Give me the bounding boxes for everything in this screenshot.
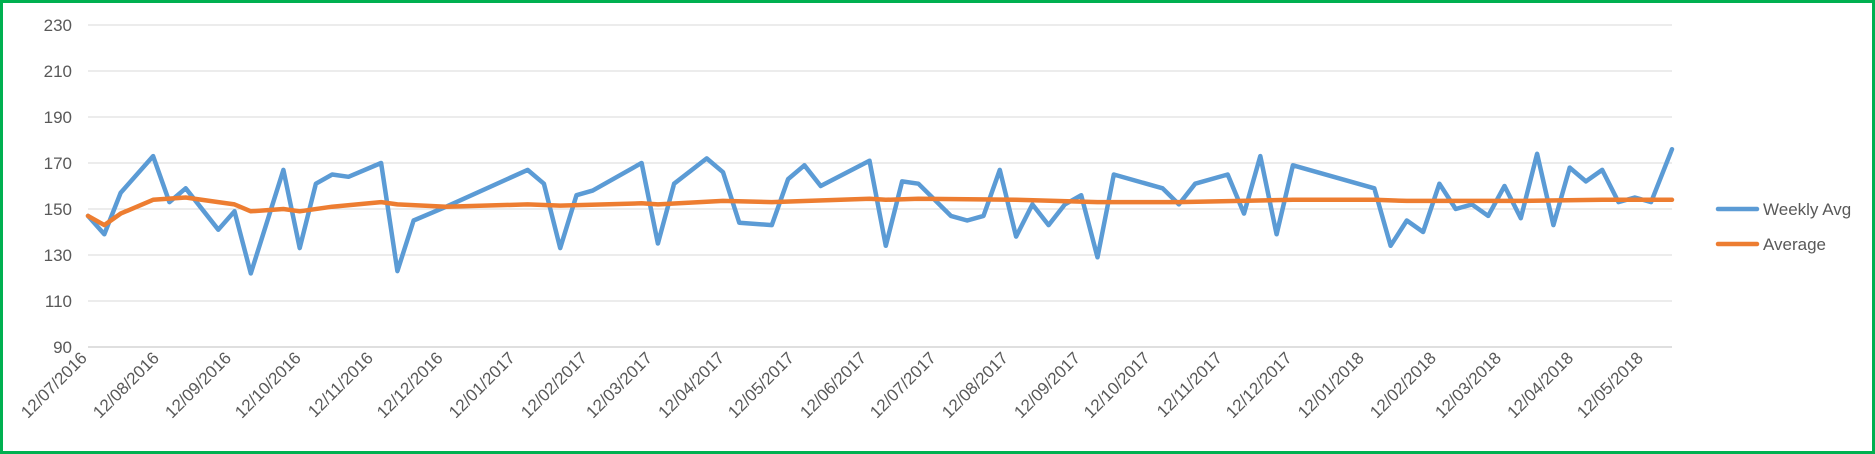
x-tick-label: 12/04/2018 (1504, 348, 1578, 422)
x-tick-label: 12/03/2018 (1431, 348, 1505, 422)
y-tick-label: 190 (44, 108, 72, 127)
series-line-average (85, 195, 1675, 228)
series-lines (85, 146, 1675, 276)
x-tick-label: 12/12/2017 (1222, 348, 1296, 422)
x-tick-label: 12/11/2017 (1153, 348, 1226, 421)
y-tick-label: 210 (44, 62, 72, 81)
x-tick-label: 12/09/2017 (1010, 348, 1084, 422)
legend-label: Average (1763, 235, 1826, 254)
x-tick-label: 12/07/2017 (866, 348, 940, 422)
x-tick-label: 12/11/2016 (304, 348, 377, 421)
x-tick-label: 12/07/2016 (17, 348, 91, 422)
x-tick-label: 12/02/2018 (1366, 348, 1440, 422)
x-tick-label: 12/05/2017 (724, 348, 798, 422)
series-line-weekly-avg (85, 146, 1675, 276)
y-tick-label: 170 (44, 154, 72, 173)
x-tick-label: 12/06/2017 (796, 348, 870, 422)
y-axis-tick-labels: 90 110 130 150 170 190 210 230 (44, 16, 72, 357)
x-tick-label: 12/12/2016 (373, 348, 447, 422)
x-tick-label: 12/02/2017 (517, 348, 591, 422)
x-tick-label: 12/10/2016 (231, 348, 305, 422)
gridlines (88, 24, 1672, 348)
y-tick-label: 230 (44, 16, 72, 35)
y-tick-label: 90 (53, 338, 72, 357)
x-tick-label: 12/03/2017 (582, 348, 656, 422)
x-tick-label: 12/01/2017 (445, 348, 519, 422)
x-tick-label: 12/08/2016 (89, 348, 163, 422)
y-tick-label: 130 (44, 246, 72, 265)
x-axis-tick-labels: 12/07/201612/08/201612/09/201612/10/2016… (17, 348, 1647, 422)
legend: Weekly Avg Average (1715, 200, 1851, 254)
x-tick-label: 12/10/2017 (1080, 348, 1154, 422)
x-tick-label: 12/04/2017 (655, 348, 729, 422)
x-tick-label: 12/09/2016 (161, 348, 235, 422)
y-tick-label: 150 (44, 200, 72, 219)
x-tick-label: 12/08/2017 (938, 348, 1012, 422)
x-tick-label: 12/05/2018 (1573, 348, 1647, 422)
legend-label: Weekly Avg (1763, 200, 1851, 219)
x-tick-label: 12/01/2018 (1294, 348, 1368, 422)
y-tick-label: 110 (45, 292, 72, 311)
